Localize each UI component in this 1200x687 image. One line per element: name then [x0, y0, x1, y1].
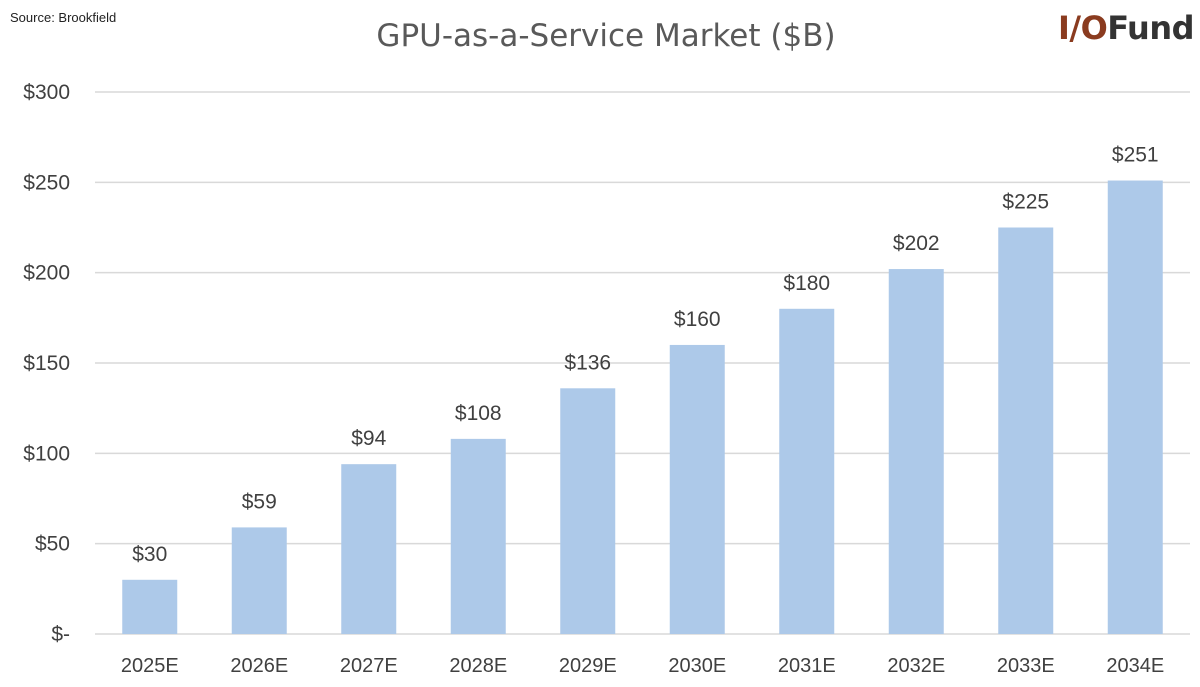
x-axis-ticks: 2025E 2026E 2027E 2028E 2029E 2030E 2031E 2032E…: [121, 655, 1164, 677]
logo-part-io: I/O: [1057, 9, 1108, 47]
data-label: $225: [1002, 191, 1049, 214]
y-tick-label: $-: [51, 623, 70, 646]
y-tick-label: $250: [23, 171, 70, 194]
x-tick-label: 2029E: [559, 655, 617, 677]
data-label: $30: [132, 543, 167, 566]
data-label: $202: [893, 232, 940, 255]
bar-2029e: [560, 388, 616, 634]
data-labels: $30 $59 $94 $108 $136 $160 $180 $202 $225 $251: [132, 144, 1158, 566]
bar-2025e: [122, 579, 178, 634]
x-tick-label: 2026E: [230, 655, 288, 677]
data-label: $160: [674, 308, 721, 331]
data-label: $59: [242, 490, 277, 513]
y-tick-label: $300: [23, 81, 70, 104]
y-axis-ticks: $- $50 $100 $150 $200 $250 $300: [23, 81, 70, 646]
io-fund-logo: I/OFund: [1057, 9, 1195, 47]
bar-2028e: [450, 438, 506, 634]
y-tick-label: $50: [35, 533, 70, 556]
bars: [122, 180, 1163, 634]
data-label: $94: [351, 427, 386, 450]
y-tick-label: $200: [23, 262, 70, 285]
data-label: $136: [564, 351, 611, 374]
bar-2030e: [669, 344, 725, 634]
x-tick-label: 2030E: [668, 655, 726, 677]
bar-2032e: [888, 269, 944, 634]
bar-2031e: [779, 308, 835, 634]
x-tick-label: 2032E: [887, 655, 945, 677]
y-tick-label: $150: [23, 352, 70, 375]
x-tick-label: 2025E: [121, 655, 179, 677]
x-tick-label: 2033E: [997, 655, 1055, 677]
x-tick-label: 2027E: [340, 655, 398, 677]
data-label: $108: [455, 402, 502, 425]
bar-2027e: [341, 464, 397, 634]
chart-title: GPU-as-a-Service Market ($B): [376, 18, 835, 54]
data-label: $180: [783, 272, 830, 295]
x-tick-label: 2031E: [778, 655, 836, 677]
x-tick-label: 2034E: [1106, 655, 1164, 677]
bar-2034e: [1107, 180, 1163, 634]
bar-2026e: [231, 527, 287, 634]
data-label: $251: [1112, 144, 1159, 167]
y-tick-label: $100: [23, 442, 70, 465]
source-note: Source: Brookfield: [10, 10, 117, 25]
bar-2033e: [998, 227, 1054, 634]
logo-part-fund: Fund: [1107, 9, 1194, 47]
x-tick-label: 2028E: [449, 655, 507, 677]
